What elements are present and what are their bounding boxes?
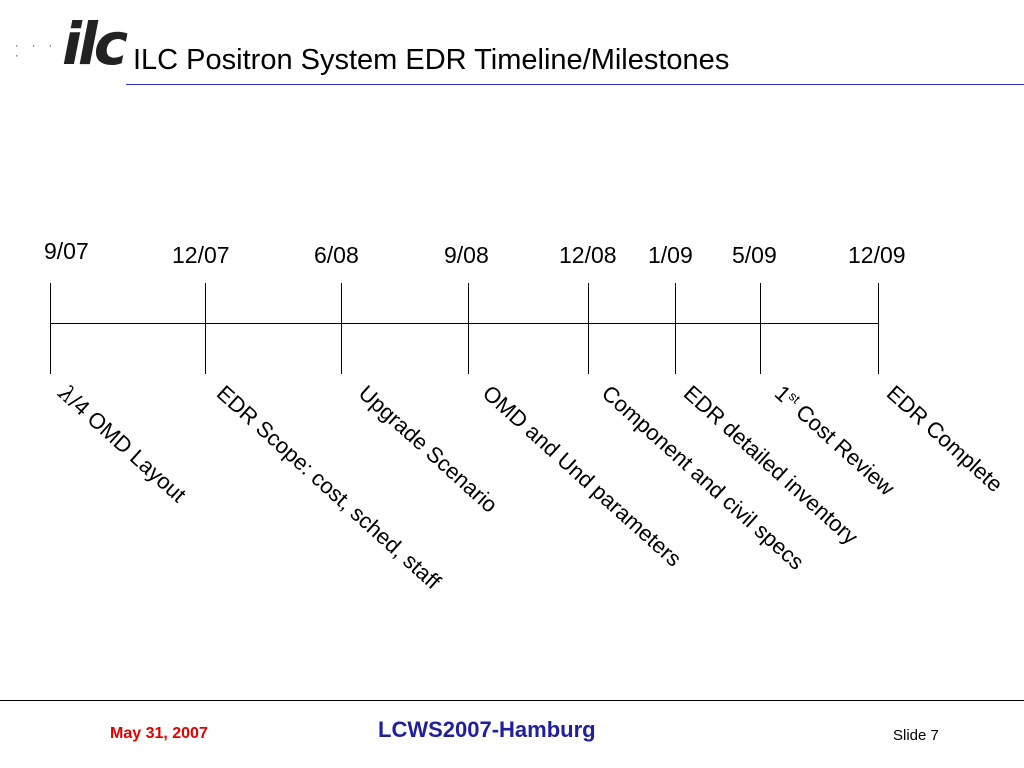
slide-title: ILC Positron System EDR Timeline/Milesto… (133, 44, 730, 76)
date-label-7: 5/09 (732, 242, 777, 268)
title-rule (126, 84, 1024, 85)
timeline-tick-8 (878, 283, 879, 374)
timeline-tick-7 (760, 283, 761, 374)
milestone-label-2: EDR Scope: cost, sched, staff (211, 380, 446, 595)
footer-date: May 31, 2007 (110, 725, 208, 742)
date-label-6: 1/09 (648, 242, 693, 268)
date-label-3: 6/08 (314, 242, 359, 268)
timeline-tick-6 (675, 283, 676, 374)
date-label-8: 12/09 (848, 242, 906, 268)
timeline-axis (50, 323, 879, 324)
milestone-label-8: EDR Complete (881, 380, 1008, 498)
date-label-4: 9/08 (444, 242, 489, 268)
slide-number: Slide 7 (893, 727, 939, 744)
timeline-tick-2 (205, 283, 206, 374)
timeline-tick-1 (50, 283, 51, 374)
milestone-label-4: OMD and Und parameters (477, 380, 687, 572)
footer-conference: LCWS2007-Hamburg (378, 717, 596, 742)
timeline-tick-3 (341, 283, 342, 374)
logo-dots-icon: · · · · (14, 42, 57, 62)
footer-rule (0, 700, 1024, 701)
timeline-tick-5 (588, 283, 589, 374)
milestone-label-3: Upgrade Scenario (353, 380, 503, 518)
milestone-label-1: λ/4 OMD Layout (53, 381, 191, 508)
date-label-2: 12/07 (172, 242, 230, 268)
ilc-logo: · · · · ilc (8, 12, 128, 78)
ilc-logo-icon: ilc (62, 10, 128, 78)
timeline-tick-4 (468, 283, 469, 374)
date-label-1: 9/07 (44, 238, 89, 264)
date-label-5: 12/08 (559, 242, 617, 268)
